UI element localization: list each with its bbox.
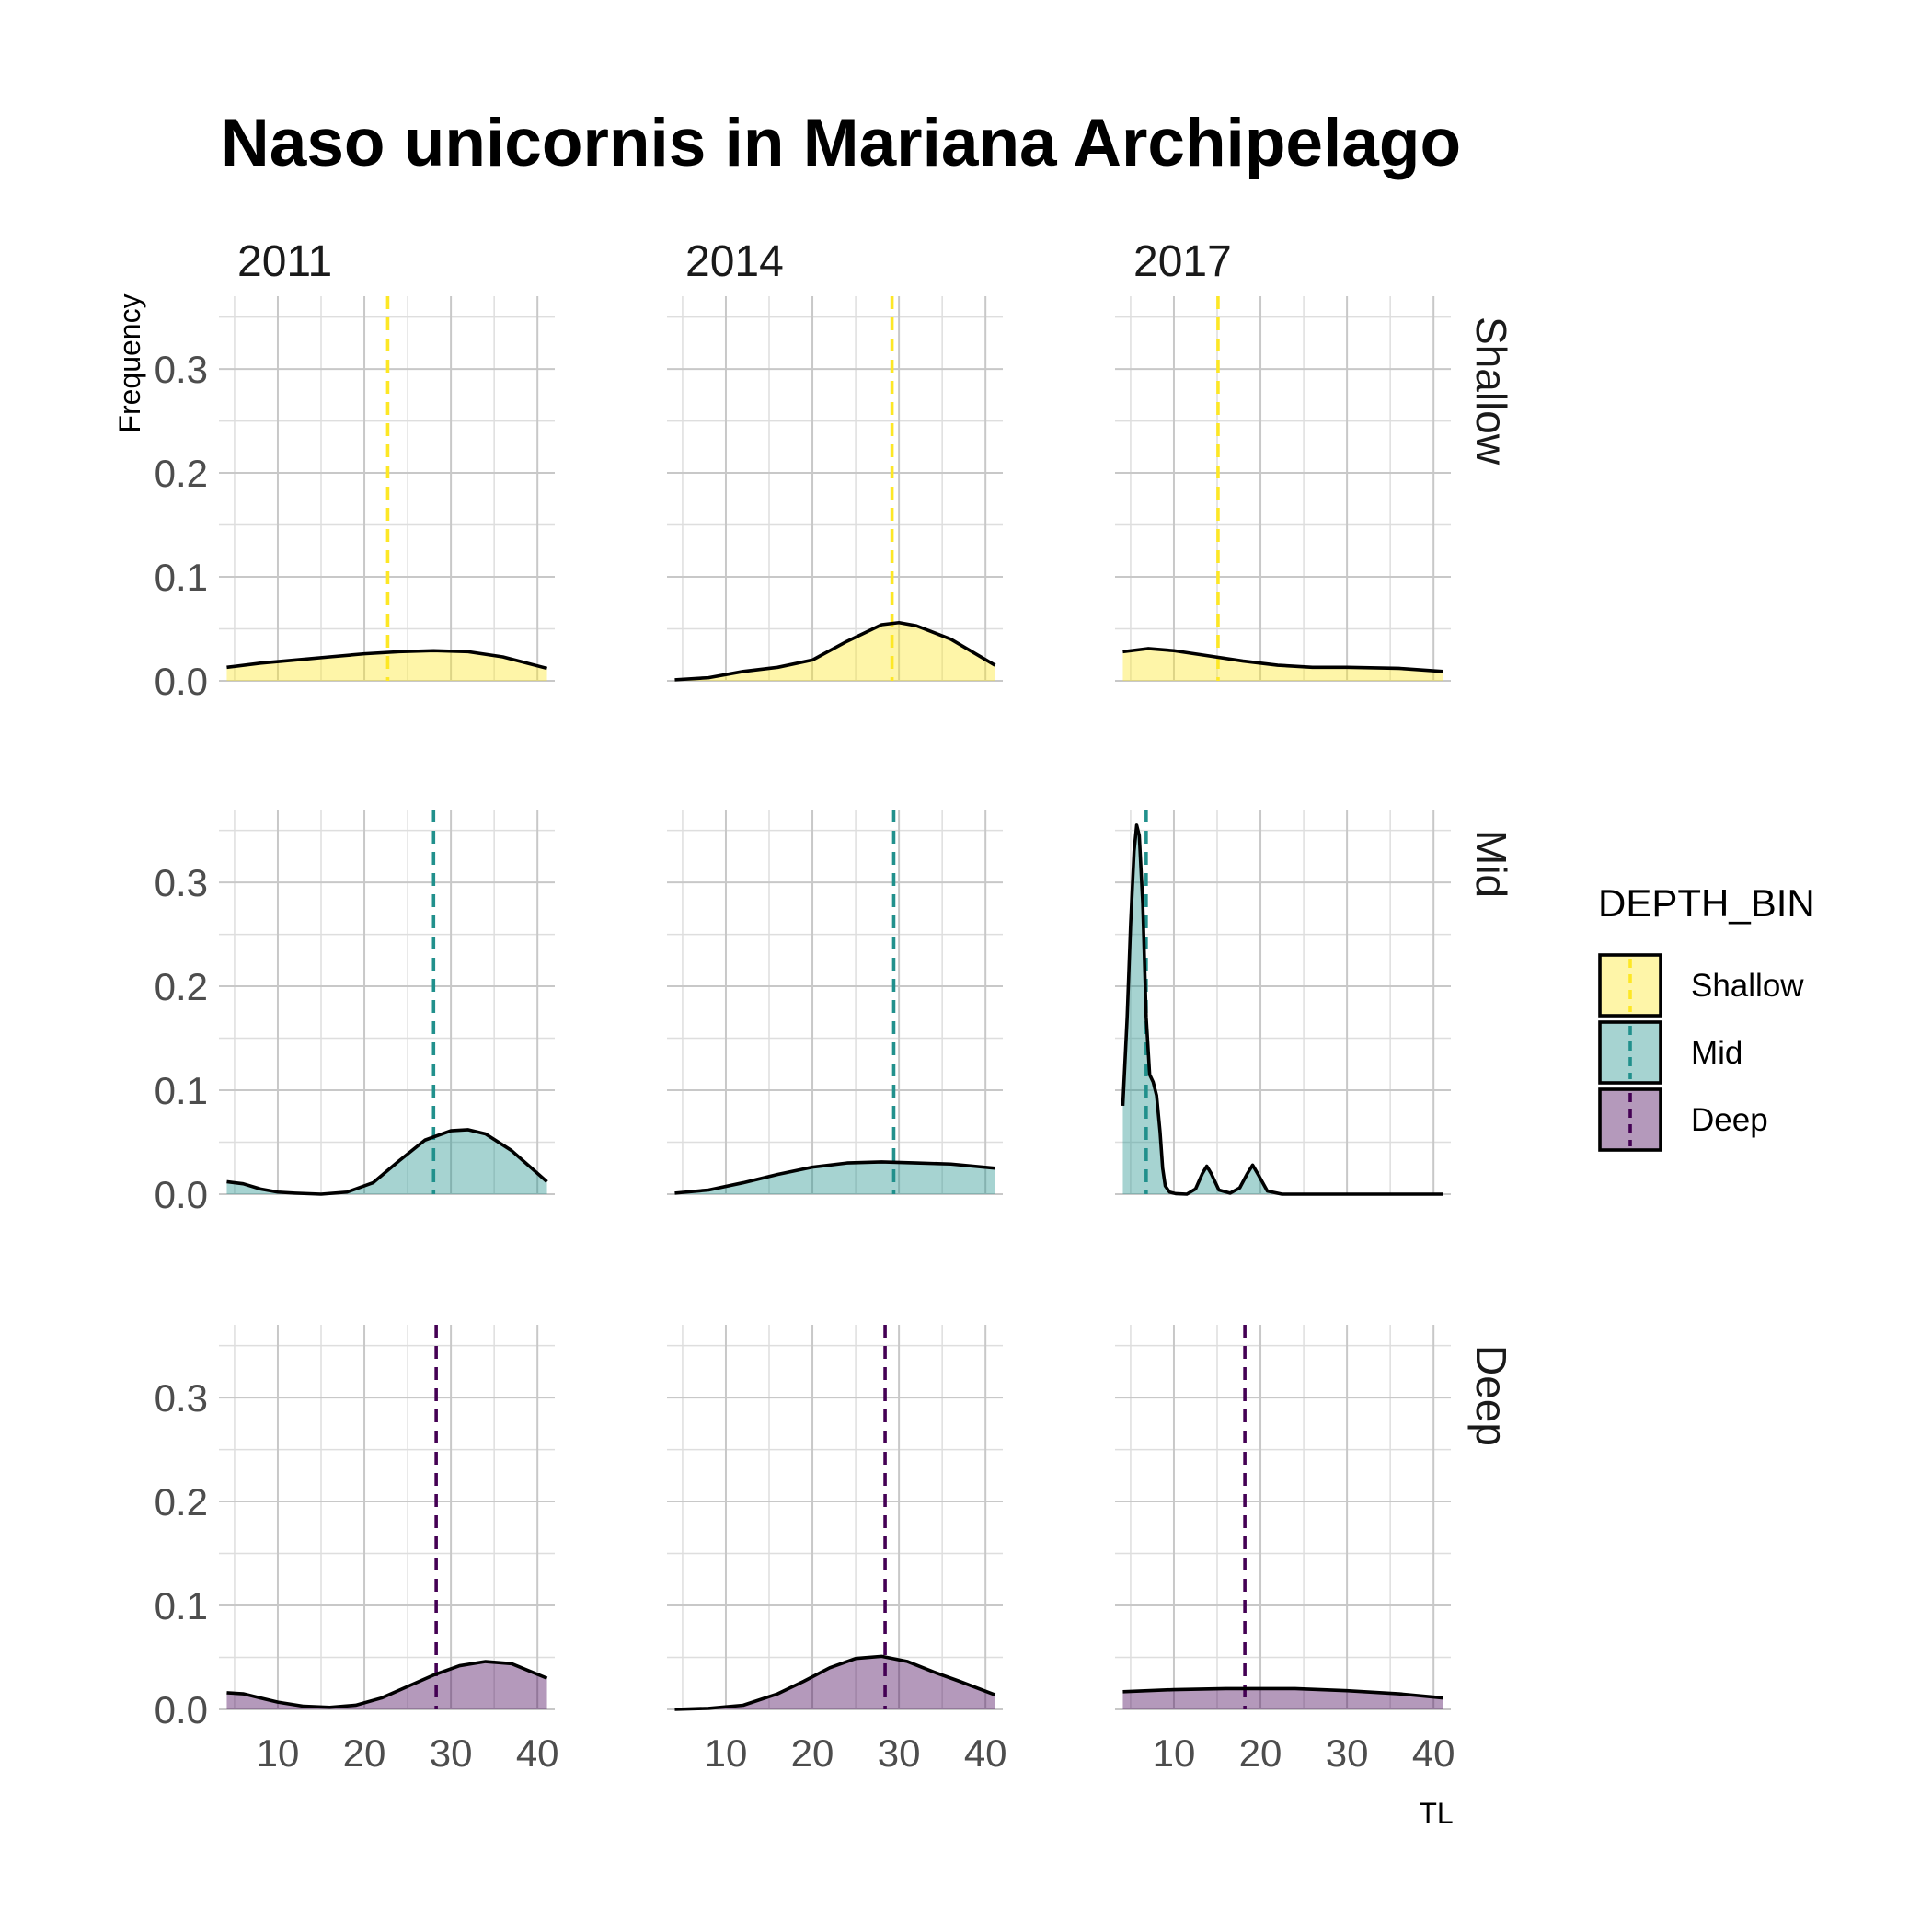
- density-panel: [1122, 1325, 1443, 1709]
- y-axis-title: Frequency: [113, 293, 146, 432]
- density-line: [674, 1160, 995, 1195]
- facet-strip-depth: Deep: [1467, 1345, 1515, 1446]
- facet-strip-depth: Shallow: [1467, 316, 1515, 466]
- legend-item: Shallow: [1598, 953, 1804, 1018]
- panel-grid: 10 20 30 40 Deep: [1115, 1325, 1515, 1775]
- density-panel: [226, 296, 547, 681]
- density-line: [1122, 647, 1443, 673]
- density-line: [226, 1128, 548, 1196]
- y-tick-label: 0.2: [155, 452, 208, 495]
- density-panel: [674, 296, 996, 682]
- y-tick-label: 0.1: [155, 1584, 208, 1627]
- x-tick-label: 40: [516, 1731, 559, 1775]
- facet-strip-year: 2017: [1133, 237, 1232, 286]
- y-tick-label: 0.1: [155, 556, 208, 599]
- panel-grid: 0.0 0.1 0.2 0.3: [155, 810, 555, 1216]
- density-panel: [226, 810, 548, 1196]
- legend-item: Mid: [1598, 1020, 1742, 1085]
- x-tick-label: 10: [1153, 1731, 1196, 1775]
- panel-grid: [667, 810, 1003, 1195]
- y-tick-label: 0.2: [155, 965, 208, 1008]
- density-area: [1122, 1688, 1443, 1709]
- y-tick-label: 0.3: [155, 348, 208, 391]
- density-area: [674, 1161, 995, 1194]
- density-panel: [1122, 296, 1443, 681]
- y-tick-label: 0.1: [155, 1069, 208, 1112]
- density-panel: [1121, 810, 1443, 1196]
- x-tick-label: 40: [1412, 1731, 1455, 1775]
- chart-title: Naso unicornis in Mariana Archipelago: [221, 106, 1461, 180]
- panel-grid: Mid: [1115, 810, 1515, 1195]
- panel-grid: 2017 Shallow: [1115, 237, 1515, 682]
- density-line: [674, 620, 996, 682]
- y-tick-label: 0.0: [155, 660, 208, 703]
- x-tick-label: 30: [430, 1731, 473, 1775]
- density-line: [226, 1660, 548, 1709]
- x-axis-title: TL: [1419, 1797, 1453, 1830]
- density-area: [674, 1656, 995, 1709]
- panel-grid: 0.0 0.1 0.2 0.3 10 20 30 40: [155, 1325, 559, 1775]
- y-tick-label: 0.3: [155, 1376, 208, 1420]
- x-tick-label: 30: [1326, 1731, 1369, 1775]
- facet-strip-year: 2011: [237, 237, 332, 286]
- density-panel: [674, 810, 995, 1195]
- y-tick-label: 0.3: [155, 861, 208, 904]
- x-tick-label: 10: [257, 1731, 300, 1775]
- y-tick-label: 0.2: [155, 1480, 208, 1524]
- density-area: [674, 622, 995, 681]
- y-tick-label: 0.0: [155, 1688, 208, 1731]
- legend-label: Deep: [1691, 1102, 1768, 1138]
- facet-strip-depth: Mid: [1467, 830, 1515, 898]
- x-tick-label: 10: [705, 1731, 748, 1775]
- x-tick-label: 40: [964, 1731, 1007, 1775]
- panel-grid: 10 20 30 40: [667, 1325, 1007, 1775]
- x-tick-label: 20: [343, 1731, 386, 1775]
- facet-strip-year: 2014: [685, 237, 784, 286]
- density-panel: [674, 1325, 996, 1711]
- legend-item: Deep: [1598, 1087, 1768, 1152]
- legend-label: Shallow: [1691, 968, 1804, 1004]
- legend-title: DEPTH_BIN: [1598, 881, 1815, 925]
- density-line: [1121, 823, 1443, 1196]
- x-tick-label: 20: [791, 1731, 834, 1775]
- panel-grid: 0.0 0.1 0.2 0.3 2011: [155, 237, 555, 703]
- x-tick-label: 30: [878, 1731, 921, 1775]
- density-line: [1122, 1686, 1443, 1700]
- x-tick-label: 20: [1239, 1731, 1282, 1775]
- density-line: [674, 1654, 996, 1711]
- panel-grid: 2014: [667, 237, 1003, 682]
- density-line: [226, 649, 547, 671]
- y-tick-label: 0.0: [155, 1173, 208, 1216]
- legend-label: Mid: [1691, 1035, 1742, 1071]
- facet-panels: 0.0 0.1 0.2 0.3 2011 2014 2017 Shallow 0.0 0.1 0.2…: [155, 237, 1515, 1775]
- density-area: [226, 1129, 547, 1194]
- density-area: [226, 1662, 547, 1709]
- density-panel: [226, 1325, 548, 1709]
- density-area: [1122, 824, 1443, 1194]
- legend: DEPTH_BIN Shallow Mid Deep: [1598, 881, 1815, 1152]
